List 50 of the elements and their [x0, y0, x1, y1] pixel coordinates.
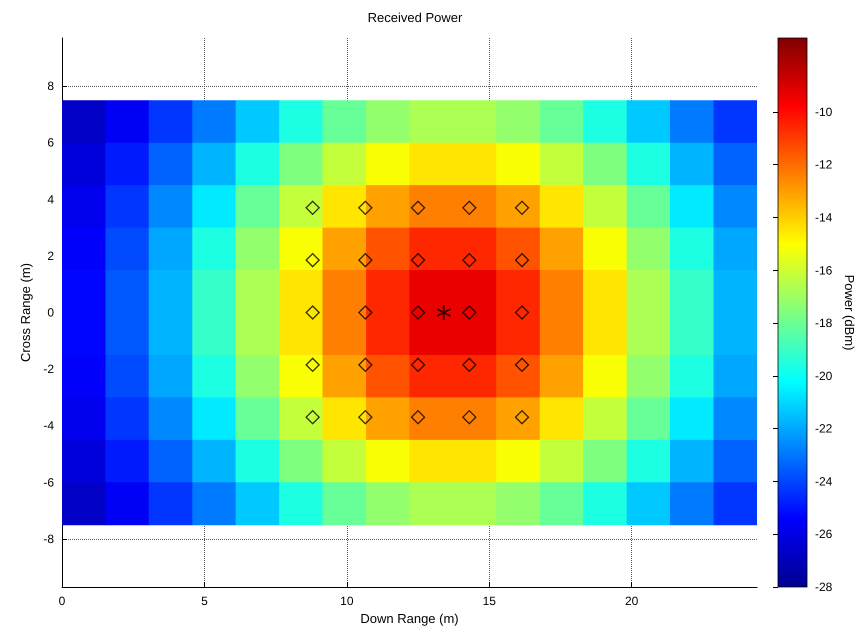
color-bar-label: -16 — [815, 263, 833, 278]
y-tick-label: 6 — [47, 136, 54, 150]
y-tick-label: -4 — [43, 418, 54, 433]
point — [306, 305, 320, 320]
color-bar-label: -22 — [815, 422, 833, 436]
x-tick-label: 10 — [340, 594, 354, 608]
point — [410, 200, 426, 215]
x-tick-label: 15 — [482, 594, 496, 608]
color-bar-label: -18 — [815, 316, 833, 330]
x-axis-title: Down Range (m) — [360, 610, 459, 626]
x-tick-label: 5 — [201, 594, 208, 608]
color-bar-label: -12 — [815, 158, 833, 172]
point — [514, 358, 530, 372]
color-bar-title: Power (dBm) — [842, 274, 857, 350]
point — [514, 305, 530, 320]
color-bar-label: -14 — [815, 210, 833, 224]
y-axis-title: Cross Range (m) — [18, 263, 33, 362]
x-tick-label: 20 — [624, 594, 639, 608]
point — [514, 252, 530, 268]
point — [358, 252, 372, 268]
point — [306, 200, 320, 215]
color-bar-label: -24 — [815, 474, 833, 488]
point — [358, 358, 372, 372]
point — [462, 358, 476, 372]
x-tick-label: 0 — [58, 594, 66, 608]
point — [410, 358, 426, 372]
point — [358, 305, 372, 320]
point — [306, 252, 320, 268]
point — [358, 410, 372, 424]
y-tick-label: 8 — [47, 79, 54, 94]
y-tick-label: 0 — [47, 306, 54, 320]
color-bar-label: -28 — [815, 580, 833, 594]
point — [306, 358, 320, 372]
color-bar-label: -20 — [815, 368, 833, 383]
point — [410, 252, 426, 268]
point — [462, 252, 476, 268]
point — [410, 410, 426, 424]
chart-title: Received Power — [368, 10, 463, 25]
point — [358, 200, 372, 215]
y-tick-label: 2 — [47, 248, 54, 263]
y-tick-label: -2 — [43, 362, 54, 376]
point — [306, 410, 320, 424]
point — [462, 305, 476, 320]
y-tick-label: 4 — [47, 192, 54, 206]
y-tick-label: -6 — [43, 475, 54, 490]
y-tick-label: -8 — [43, 532, 54, 546]
point — [410, 305, 426, 320]
color-bar-label: -26 — [815, 527, 833, 542]
color-bar-label: -10 — [815, 104, 833, 119]
point — [436, 305, 452, 320]
